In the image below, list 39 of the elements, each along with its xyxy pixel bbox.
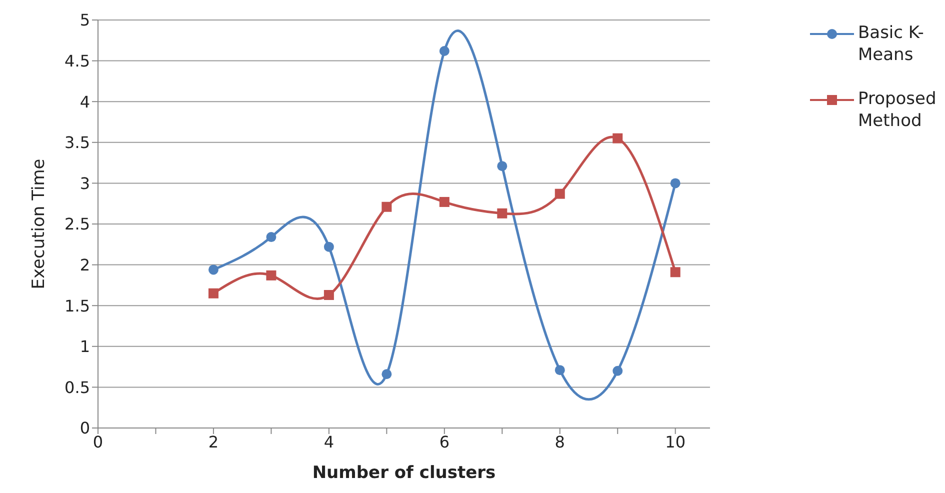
point: [439, 46, 450, 56]
point: [439, 196, 450, 207]
x-tick-label: 4: [324, 432, 334, 452]
point: [266, 270, 276, 280]
y-tick-label: 1: [80, 337, 90, 356]
point: [382, 202, 392, 212]
point: [266, 232, 276, 242]
y-tick-label: 0.5: [64, 378, 90, 397]
point: [382, 369, 392, 380]
point: [324, 242, 334, 252]
y-tick-label: 4.5: [64, 51, 90, 70]
y-tick-label: 2.5: [64, 214, 90, 234]
point: [612, 133, 623, 144]
point: [208, 288, 218, 298]
x-axis-title: Number of clusters: [312, 463, 496, 483]
point: [554, 365, 565, 376]
point: [497, 161, 508, 172]
x-tick-label: 8: [554, 432, 565, 452]
x-tick-label: 10: [665, 432, 686, 452]
point: [554, 188, 565, 199]
y-tick-label: 3.5: [64, 133, 90, 152]
x-tick-label: 6: [439, 432, 450, 452]
y-tick-label: 1.5: [64, 296, 90, 316]
legend-label: Basic K-Means: [858, 22, 925, 66]
y-tick-label: 2: [80, 255, 90, 274]
y-tick-label: 3: [80, 174, 90, 193]
y-tick-label: 0: [80, 418, 90, 438]
point: [670, 178, 680, 188]
x-tick-label: 0: [92, 432, 104, 452]
point: [670, 267, 680, 278]
point: [324, 290, 334, 300]
point: [612, 366, 623, 376]
y-tick-label: 5: [80, 10, 90, 30]
legend-label: Proposed Method: [858, 88, 938, 132]
point: [497, 208, 508, 218]
x-tick-label: 2: [208, 432, 219, 452]
point: [208, 264, 218, 275]
y-axis-title: Execution Time: [29, 158, 50, 290]
y-tick-label: 4: [80, 92, 90, 112]
